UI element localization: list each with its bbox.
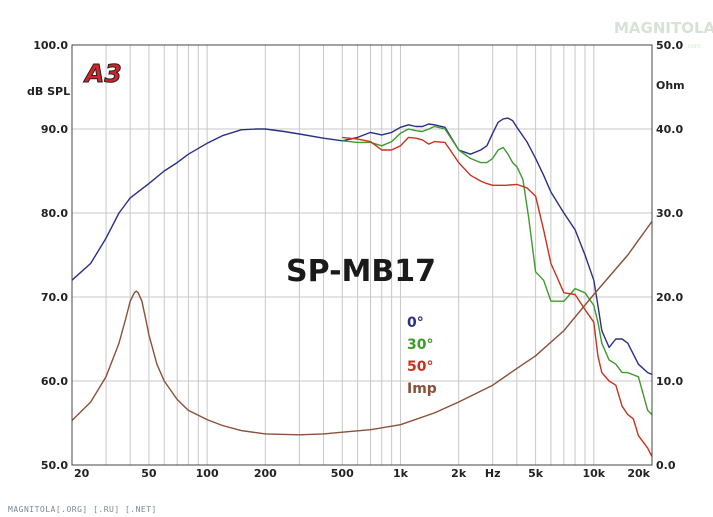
y-tick-label: 80.0 [41, 207, 68, 220]
x-tick-label: 5k [528, 467, 544, 480]
y-tick-label: 60.0 [41, 375, 68, 388]
x-tick-label: 200 [254, 467, 277, 480]
chart-title: SP-MB17 [286, 254, 436, 289]
x-tick-label: 20k [627, 467, 650, 480]
y2-tick-label: 40.0 [656, 123, 683, 136]
watermark-text: MAGNITOLA [614, 19, 713, 37]
y2-tick-label: 50.0 [656, 39, 683, 52]
y-axis-label: dB SPL [27, 85, 70, 98]
a3-logo: A3 [83, 59, 123, 89]
legend-entry-imp: Imp [407, 381, 437, 397]
series-line-2 [342, 136, 653, 457]
legend-entry-30: 30° [407, 337, 433, 353]
legend-entry-0: 0° [407, 315, 424, 331]
y2-tick-label: 20.0 [656, 291, 683, 304]
y-tick-label: 70.0 [41, 291, 68, 304]
y2-tick-label: 0.0 [656, 459, 676, 472]
left-tick-labels: 100.0 90.0 80.0 70.0 60.0 50.0 [33, 39, 68, 472]
x-tick-label: 20 [74, 467, 90, 480]
series-line-0 [71, 117, 653, 375]
y2-tick-label: 30.0 [656, 207, 683, 220]
series-line-1 [342, 125, 653, 416]
curves [71, 117, 653, 457]
footer-text: MAGNITOLA[.ORG] [.RU] [.NET] [8, 505, 157, 514]
legend: 0° 30° 50° Imp [407, 315, 437, 397]
vertical-grid [71, 45, 653, 465]
y2-tick-label: 10.0 [656, 375, 683, 388]
x-tick-labels: 20 50 100 200 500 1k 2k 5k 10k 20k Hz [74, 467, 651, 480]
y2-axis-label: Ohm [656, 79, 685, 92]
x-axis-label: Hz [485, 467, 501, 480]
watermark-sub: .com [686, 43, 701, 50]
logo-text: A3 [83, 59, 122, 88]
y-tick-label: 100.0 [33, 39, 68, 52]
x-tick-label: 50 [141, 467, 157, 480]
y-tick-label: 90.0 [41, 123, 68, 136]
plot-frame [71, 44, 653, 466]
y-tick-label: 50.0 [41, 459, 68, 472]
watermark: MAGNITOLA .com [614, 19, 713, 50]
x-tick-label: 1k [393, 467, 409, 480]
x-tick-label: 100 [196, 467, 219, 480]
legend-entry-50: 50° [407, 359, 433, 375]
series-line-3 [71, 220, 653, 436]
x-tick-label: 500 [331, 467, 354, 480]
x-tick-label: 10k [582, 467, 605, 480]
right-tick-labels: 50.0 40.0 30.0 20.0 10.0 0.0 [656, 39, 683, 472]
x-tick-label: 2k [451, 467, 467, 480]
